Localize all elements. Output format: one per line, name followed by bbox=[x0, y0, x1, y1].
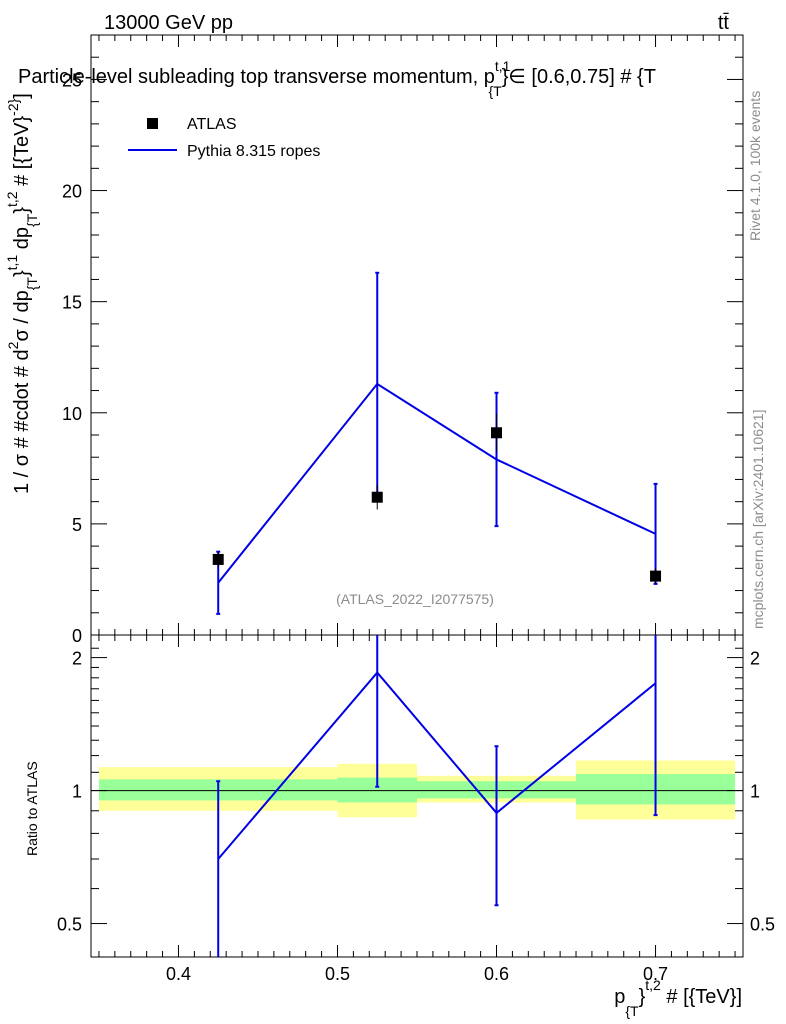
rivet-version-label: Rivet 4.1.0, 100k events bbox=[747, 91, 763, 241]
ratio-tick-label-left: 0.5 bbox=[57, 915, 82, 935]
y-tick-label: 15 bbox=[62, 293, 82, 313]
axis-ticks: 0.4 0.5 0.6 0.7 0 5 10 15 20 25 0.5 0.5 1 1 2 2 bbox=[57, 34, 775, 984]
ratio-uncertainty-bands bbox=[98, 760, 736, 820]
y-tick-label: 10 bbox=[62, 404, 82, 424]
ratio-tick-label-right: 1 bbox=[750, 782, 760, 802]
atlas-data-point bbox=[212, 553, 224, 565]
x-tick-label: 0.5 bbox=[325, 964, 350, 984]
x-tick-label: 0.7 bbox=[643, 964, 668, 984]
ratio-tick-label-left: 1 bbox=[72, 782, 82, 802]
legend-pythia-label: Pythia 8.315 ropes bbox=[187, 143, 320, 160]
y-tick-label: 25 bbox=[62, 70, 82, 90]
y-tick-label: 20 bbox=[62, 182, 82, 202]
x-axis-label: p{T}t,2 # [{TeV}] bbox=[614, 977, 742, 1019]
pythia-line bbox=[217, 382, 656, 584]
atlas-data-point bbox=[491, 427, 503, 439]
x-tick-label: 0.4 bbox=[166, 964, 191, 984]
legend: ATLAS Pythia 8.315 ropes bbox=[128, 116, 320, 160]
y-tick-label: 5 bbox=[72, 515, 82, 535]
ratio-pythia-line bbox=[217, 671, 657, 860]
legend-atlas-marker bbox=[147, 118, 158, 129]
main-data-marks bbox=[212, 271, 662, 615]
chart-title: Particle-level subleading top transverse… bbox=[18, 58, 656, 99]
x-tick-label: 0.6 bbox=[484, 964, 509, 984]
ratio-y-axis-label: Ratio to ATLAS bbox=[24, 761, 40, 856]
ratio-data-marks bbox=[216, 635, 658, 957]
y-axis-label: 1 / σ # #cdot # d2σ / dp{T}t,1 dp{T}t,2 … bbox=[4, 93, 40, 494]
y-tick-label: 0 bbox=[72, 626, 82, 646]
ratio-tick-label-right: 2 bbox=[750, 649, 760, 669]
atlas-data-point bbox=[650, 570, 662, 582]
ratio-tick-label-right: 0.5 bbox=[750, 915, 775, 935]
header-left: 13000 GeV pp bbox=[104, 12, 233, 34]
legend-atlas-label: ATLAS bbox=[187, 116, 237, 133]
analysis-watermark: (ATLAS_2022_I2077575) bbox=[336, 591, 494, 607]
ratio-tick-label-left: 2 bbox=[72, 649, 82, 669]
atlas-data-point bbox=[371, 491, 383, 503]
mcplots-source-label: mcplots.cern.ch [arXiv:2401.10621] bbox=[750, 410, 766, 629]
header-right: tt̄ bbox=[718, 12, 730, 34]
